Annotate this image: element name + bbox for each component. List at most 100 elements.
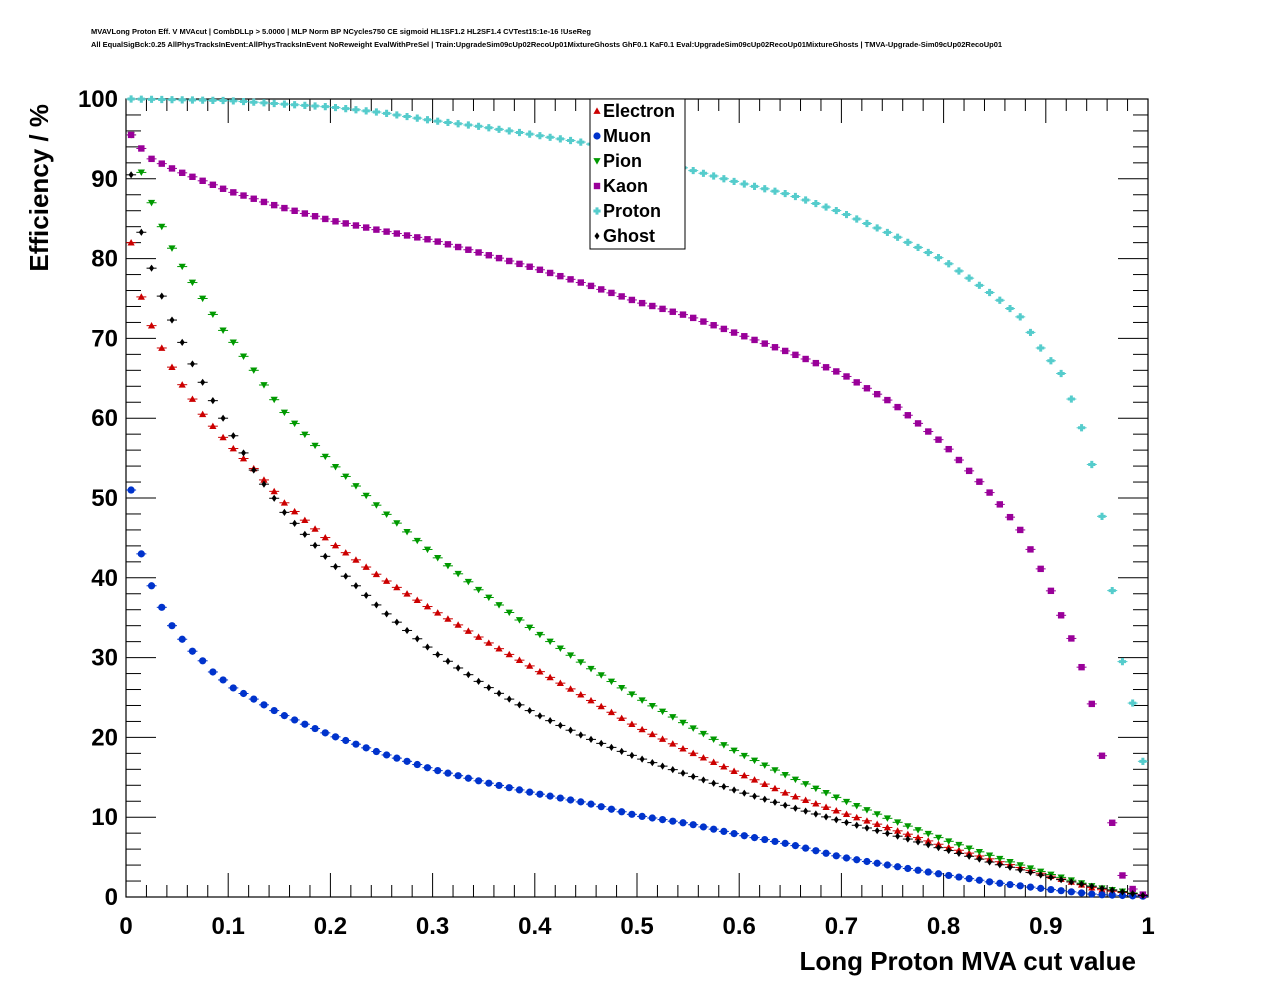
data-point: [833, 368, 840, 375]
data-point: [291, 507, 299, 515]
data-point: [639, 755, 645, 763]
data-point: [750, 834, 759, 842]
data-point: [690, 314, 697, 322]
data-point: [802, 844, 810, 852]
data-point: [393, 754, 401, 762]
data-point: [965, 875, 973, 883]
data-point: [1006, 513, 1014, 521]
data-point: [454, 243, 462, 251]
data-point: [730, 747, 738, 755]
data-point: [403, 529, 411, 536]
data-point: [546, 673, 554, 681]
data-point: [1037, 884, 1045, 892]
data-point: [505, 650, 513, 658]
data-point: [792, 351, 799, 359]
data-point: [679, 819, 687, 827]
data-point: [945, 260, 953, 268]
data-point: [1129, 699, 1137, 707]
data-point: [372, 502, 380, 509]
data-point: [260, 382, 268, 389]
data-point: [372, 747, 380, 756]
data-point: [1017, 866, 1023, 874]
x-tick-label: 0: [119, 913, 132, 940]
data-point: [894, 827, 902, 834]
data-point: [792, 804, 798, 812]
data-point: [515, 128, 524, 137]
data-point: [209, 311, 217, 319]
data-point: [985, 288, 994, 297]
data-point: [199, 657, 207, 665]
data-point: [239, 689, 248, 698]
data-point: [158, 344, 166, 351]
data-point: [1119, 888, 1125, 896]
data-point: [516, 260, 523, 268]
data-point: [485, 594, 493, 602]
data-point: [393, 111, 401, 119]
data-point: [750, 757, 759, 765]
data-point: [812, 199, 820, 208]
data-point: [147, 582, 156, 590]
data-point: [689, 821, 697, 829]
data-point: [904, 864, 912, 873]
data-point: [291, 716, 299, 724]
data-point: [761, 835, 769, 844]
data-point: [515, 617, 524, 624]
data-point: [147, 322, 156, 329]
data-point: [791, 842, 800, 850]
data-point: [1118, 657, 1127, 666]
x-axis-title: Long Proton MVA cut value: [799, 946, 1136, 976]
data-point: [209, 668, 217, 676]
data-point: [720, 827, 728, 836]
data-point: [1068, 635, 1075, 642]
data-point: [188, 96, 197, 104]
axis-tick-labels: 0 0.1 0.2 0.3 0.4 0.5 0.6 0.7 0.8 0.9 101020304050…: [78, 86, 1155, 940]
data-point: [413, 760, 421, 769]
data-point: [527, 706, 533, 715]
data-point: [137, 550, 145, 558]
data-point: [730, 767, 738, 774]
data-point: [566, 136, 575, 145]
data-point: [322, 552, 328, 560]
data-point: [730, 329, 738, 336]
data-point: [567, 276, 574, 283]
data-point: [342, 736, 350, 745]
data-point: [342, 473, 350, 481]
data-point: [435, 650, 441, 659]
data-point: [771, 344, 779, 351]
data-point: [842, 210, 851, 219]
data-point: [250, 195, 257, 202]
data-point: [894, 863, 902, 871]
data-point: [127, 95, 135, 103]
data-point: [413, 537, 421, 545]
data-point: [873, 820, 881, 828]
data-point: [526, 788, 534, 796]
data-point: [496, 689, 502, 697]
data-point: [505, 609, 513, 617]
legend-label-ghost: Ghost: [603, 226, 655, 246]
data-point: [680, 769, 686, 777]
data-point: [700, 776, 706, 784]
data-point: [966, 852, 972, 860]
y-tick-label: 100: [78, 86, 118, 113]
data-point: [812, 800, 820, 807]
data-point: [1089, 882, 1095, 890]
data-point: [832, 807, 840, 814]
data-point: [752, 792, 758, 800]
data-point: [1088, 460, 1096, 469]
data-point: [894, 403, 901, 411]
data-point: [1047, 885, 1055, 894]
data-point: [536, 790, 544, 798]
data-point: [669, 817, 677, 825]
data-point: [127, 239, 135, 246]
data-point: [812, 785, 820, 793]
data-point: [587, 282, 595, 290]
data-point: [577, 691, 585, 698]
data-point: [219, 327, 227, 335]
data-point: [321, 533, 329, 541]
data-point: [925, 841, 931, 849]
data-point: [556, 679, 564, 687]
data-point: [689, 725, 697, 732]
data-point: [414, 234, 421, 241]
data-point: [863, 857, 871, 866]
data-point: [168, 96, 176, 104]
